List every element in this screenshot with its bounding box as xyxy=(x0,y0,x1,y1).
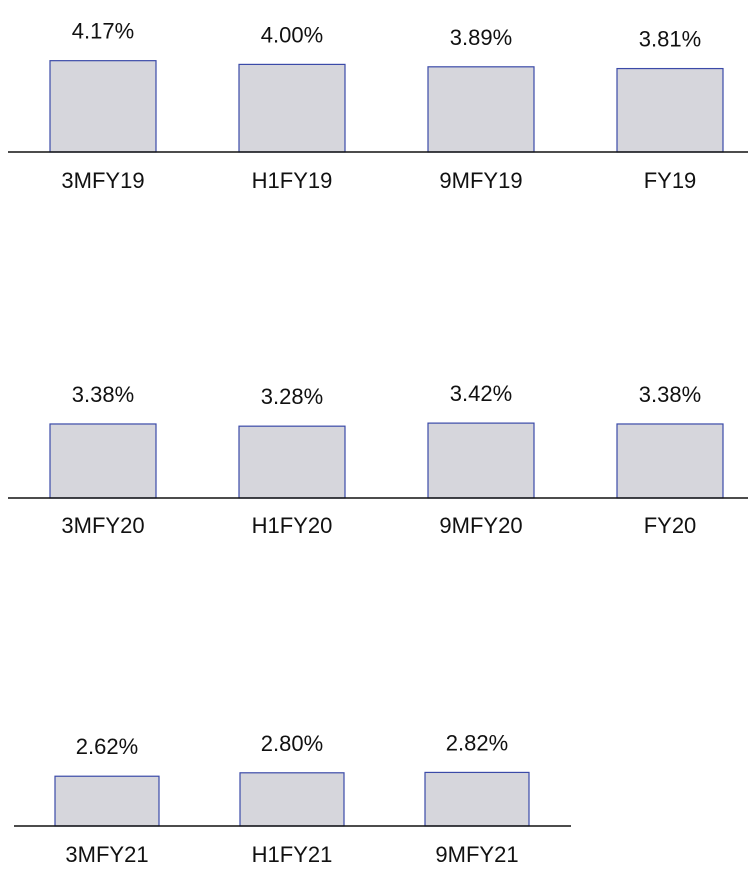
category-label-3MFY20: 3MFY20 xyxy=(61,513,144,538)
value-label-FY20: 3.38% xyxy=(639,382,701,407)
bar-H1FY21 xyxy=(239,772,345,827)
value-label-3MFY20: 3.38% xyxy=(72,382,134,407)
bar-9MFY19 xyxy=(427,66,535,153)
bar-chart-2: 3.38% 3MFY20 3.28% H1FY20 3.42% 9MFY20 3.38% FY… xyxy=(8,381,748,538)
bar-9MFY20 xyxy=(427,422,535,499)
value-label-9MFY21: 2.82% xyxy=(446,730,508,755)
bar-chart-3: 2.62% 3MFY21 2.80% H1FY21 2.82% 9MFY21 xyxy=(14,730,571,867)
bar-3MFY20 xyxy=(49,423,157,499)
category-label-3MFY21: 3MFY21 xyxy=(65,842,148,867)
category-label-FY20: FY20 xyxy=(644,513,697,538)
category-label-3MFY19: 3MFY19 xyxy=(61,168,144,193)
bar-H1FY20 xyxy=(238,425,346,499)
bar-FY20 xyxy=(616,423,724,499)
value-label-H1FY21: 2.80% xyxy=(261,731,323,756)
category-label-9MFY19: 9MFY19 xyxy=(439,168,522,193)
category-label-9MFY20: 9MFY20 xyxy=(439,513,522,538)
value-label-H1FY19: 4.00% xyxy=(261,22,323,47)
bar-H1FY19 xyxy=(238,63,346,153)
value-label-3MFY21: 2.62% xyxy=(76,734,138,759)
value-label-H1FY20: 3.28% xyxy=(261,384,323,409)
category-label-H1FY19: H1FY19 xyxy=(252,168,333,193)
bar-FY19 xyxy=(616,67,724,153)
bar-3MFY19 xyxy=(49,60,157,153)
category-label-9MFY21: 9MFY21 xyxy=(435,842,518,867)
category-label-H1FY21: H1FY21 xyxy=(252,842,333,867)
value-label-9MFY19: 3.89% xyxy=(450,25,512,50)
category-label-FY19: FY19 xyxy=(644,168,697,193)
bar-3MFY21 xyxy=(54,775,160,827)
bar-chart-1: 4.17% 3MFY19 4.00% H1FY19 3.89% 9MFY19 3.81% FY… xyxy=(8,19,748,193)
value-label-9MFY20: 3.42% xyxy=(450,381,512,406)
category-label-H1FY20: H1FY20 xyxy=(252,513,333,538)
value-label-3MFY19: 4.17% xyxy=(72,19,134,44)
value-label-FY19: 3.81% xyxy=(639,27,701,52)
bar-9MFY21 xyxy=(424,771,530,827)
